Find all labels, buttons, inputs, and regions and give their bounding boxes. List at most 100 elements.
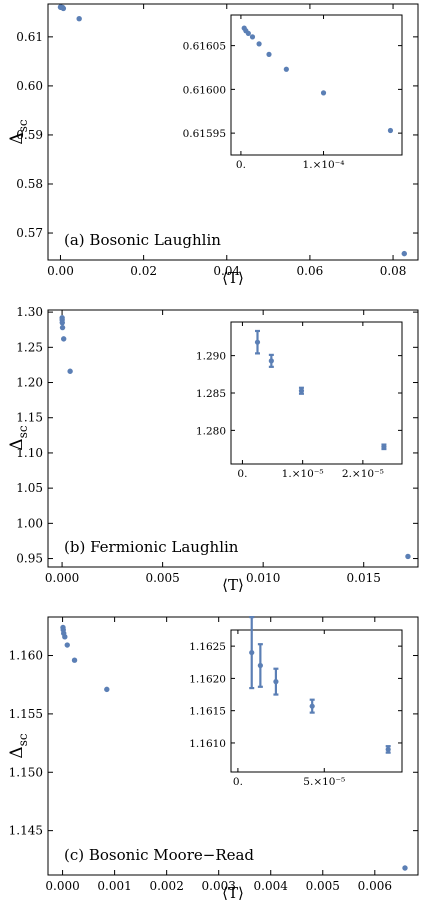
data-point <box>71 657 78 663</box>
inset-x-tick-label: 5.×10⁻⁵ <box>303 776 345 788</box>
main-x-tick-label: 0.00 <box>47 264 74 278</box>
inset-x-tick-label: 1.×10⁻⁴ <box>303 159 345 171</box>
main-x-tick-label: 0.02 <box>130 264 157 278</box>
main-x-tick-label: 0.010 <box>246 571 280 585</box>
inset-data-point <box>249 649 255 656</box>
main-x-tick-label: 0.003 <box>202 879 236 893</box>
main-y-tick-label: 1.150 <box>9 765 43 779</box>
main-y-tick-label: 0.58 <box>16 177 43 191</box>
data-point <box>402 865 408 871</box>
main-y-tick-label: 0.60 <box>16 79 43 93</box>
main-x-tick-label: 0.08 <box>380 264 407 278</box>
inset-data-point <box>268 358 274 364</box>
main-y-tick-label: 1.20 <box>16 376 43 390</box>
chart-panel-2: 0.000 0.001 0.002 0.003 0.004 0.005 0.006 1.145… <box>7 615 419 902</box>
inset-data-point <box>298 388 305 394</box>
main-x-tick-label: 0.001 <box>97 879 131 893</box>
inset-data-point <box>273 679 279 685</box>
panel-label: (a) Bosonic Laughlin <box>64 231 221 249</box>
inset-y-tick-label: 1.1620 <box>189 673 226 685</box>
inset-x-tick-label: 0. <box>236 159 246 171</box>
panel-label: (b) Fermionic Laughlin <box>64 538 239 556</box>
inset-y-tick-label: 1.1610 <box>189 738 226 750</box>
data-point <box>64 642 70 648</box>
main-y-tick-label: 0.57 <box>16 226 43 240</box>
main-x-tick-label: 0.04 <box>213 264 240 278</box>
main-y-tick-label: 0.95 <box>16 552 43 566</box>
x-axis-label: ⟨T⟩ <box>222 269 244 287</box>
inset-data-point <box>256 41 262 47</box>
inset-y-tick-label: 1.285 <box>196 388 226 400</box>
y-axis-symbol: Δ <box>7 438 27 450</box>
main-y-tick-label: 1.15 <box>16 411 43 425</box>
y-axis-symbol: Δ <box>7 746 27 758</box>
inset-data-point <box>320 90 327 96</box>
inset-background <box>231 322 402 464</box>
inset-1: 0. 1.×10⁻⁵ 2.×10⁻⁵ 1.280 1.285 1.290 <box>196 321 403 480</box>
inset-background <box>231 630 402 772</box>
main-y-tick-label: 1.10 <box>16 446 43 460</box>
main-frame <box>47 3 419 261</box>
data-point <box>401 250 407 257</box>
data-point <box>60 5 67 12</box>
main-x-tick-label: 0.005 <box>306 879 340 893</box>
y-axis-label: Δsc <box>7 733 30 758</box>
main-x-tick-label: 0.000 <box>45 879 79 893</box>
inset-y-tick-label: 1.1625 <box>189 641 226 653</box>
inset-frame <box>230 14 403 156</box>
y-axis-subscript: sc <box>16 119 30 132</box>
inset-data-point <box>266 51 272 57</box>
data-point <box>104 686 110 693</box>
inset-y-tick-label: 1.290 <box>196 351 226 363</box>
inset-data-point <box>254 339 261 345</box>
chart-panel-0: 0.00 0.02 0.04 0.06 0.08 0.57 0.58 0.59 0.60 0.61… <box>7 3 419 287</box>
y-axis-label: Δsc <box>7 425 30 450</box>
inset-y-tick-label: 0.61605 <box>183 41 226 53</box>
main-x-tick-label: 0.004 <box>254 879 289 893</box>
data-point <box>405 553 411 560</box>
panel-label: (c) Bosonic Moore−Read <box>64 846 254 864</box>
main-y-tick-label: 1.30 <box>16 305 43 319</box>
main-frame <box>47 309 419 568</box>
y-axis-label-text: Δsc <box>7 733 30 758</box>
main-x-tick-label: 0.000 <box>45 571 79 585</box>
main-y-tick-label: 1.00 <box>16 516 43 530</box>
inset-x-tick-label: 1.×10⁻⁵ <box>282 468 324 480</box>
inset-data-point <box>257 662 263 669</box>
chart-panel-1: 0.000 0.005 0.010 0.015 0.95 1.00 1.05 1.10 1.15… <box>7 305 419 594</box>
main-y-tick-label: 1.25 <box>16 340 43 354</box>
data-point <box>62 634 68 640</box>
inset-y-tick-label: 0.61600 <box>183 84 226 96</box>
main-y-tick-label: 0.61 <box>16 30 43 44</box>
data-point <box>59 324 66 331</box>
main-y-tick-label: 0.59 <box>16 128 43 142</box>
inset-frame <box>230 629 403 773</box>
y-axis-symbol: Δ <box>7 132 27 144</box>
inset-data-point <box>249 34 256 40</box>
main-x-tick-label: 0.002 <box>149 879 183 893</box>
data-point <box>76 16 82 22</box>
main-x-tick-label: 0.006 <box>358 879 392 893</box>
inset-data-point <box>381 444 387 450</box>
inset-data-point <box>385 746 391 753</box>
inset-data-point <box>387 127 394 134</box>
inset-data-point <box>309 703 315 709</box>
main-y-tick-label: 1.05 <box>16 481 43 495</box>
main-y-tick-label: 1.160 <box>9 649 43 663</box>
inset-data-point <box>283 66 289 72</box>
y-axis-subscript: sc <box>16 425 30 438</box>
y-axis-label: Δsc <box>7 119 30 144</box>
x-axis-label: ⟨T⟩ <box>222 884 244 902</box>
inset-0: 0. 1.×10⁻⁴ 0.61595 0.61600 0.61605 <box>183 14 403 171</box>
main-y-tick-label: 1.155 <box>9 707 43 721</box>
inset-y-tick-label: 1.280 <box>196 425 226 437</box>
main-x-tick-label: 0.06 <box>297 264 324 278</box>
inset-x-tick-label: 0. <box>237 468 247 480</box>
main-x-tick-label: 0.005 <box>145 571 179 585</box>
data-point <box>60 336 67 342</box>
data-point <box>59 319 65 326</box>
inset-y-tick-label: 0.61595 <box>183 128 226 140</box>
main-y-tick-label: 1.145 <box>9 824 43 838</box>
inset-x-tick-label: 0. <box>233 776 243 788</box>
